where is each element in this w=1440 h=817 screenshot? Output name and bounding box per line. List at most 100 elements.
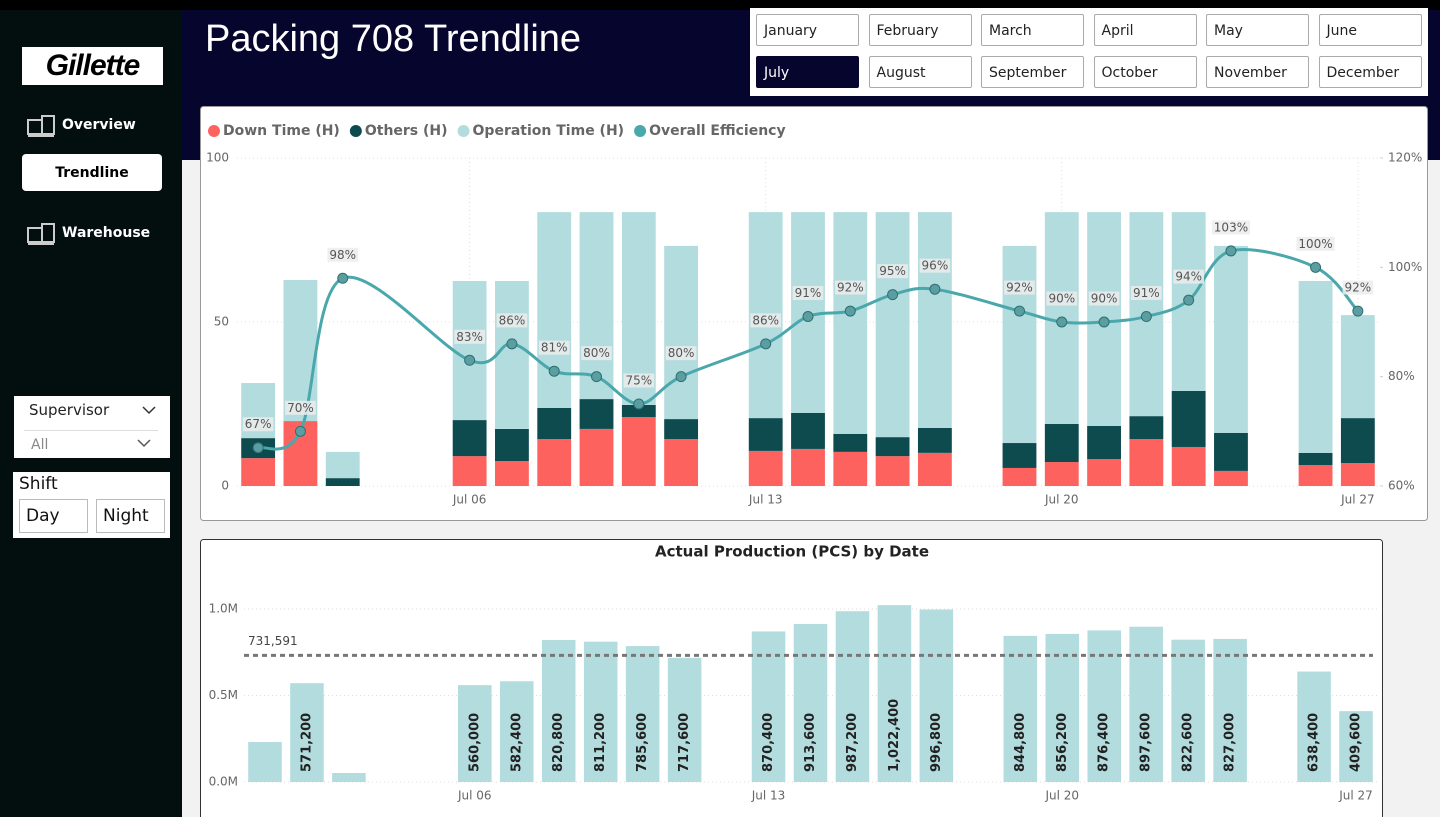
label-bg xyxy=(877,264,908,279)
month-button[interactable]: November xyxy=(1206,56,1309,88)
label-bg xyxy=(623,373,655,388)
bar xyxy=(625,646,660,782)
data-label: 582,400 xyxy=(509,713,524,772)
legend-marker xyxy=(634,125,647,137)
month-button[interactable]: October xyxy=(1093,56,1197,88)
point xyxy=(929,283,941,295)
bar xyxy=(537,439,572,486)
shift-button[interactable]: Night xyxy=(96,499,165,533)
point xyxy=(1098,316,1110,328)
bar xyxy=(748,418,783,451)
month-button[interactable]: May xyxy=(1206,14,1309,46)
month-button[interactable]: January xyxy=(756,14,859,46)
y-tick-label: 1.0M xyxy=(209,602,238,616)
bar xyxy=(332,773,366,782)
bar xyxy=(1340,463,1375,486)
bar xyxy=(917,427,952,453)
bar xyxy=(458,685,492,782)
bar xyxy=(1297,671,1331,782)
data-label: 67% xyxy=(245,417,272,431)
point xyxy=(844,305,856,317)
label-bg xyxy=(750,313,782,328)
nav-item[interactable]: Warehouse xyxy=(22,214,172,251)
bar xyxy=(452,281,487,421)
bar xyxy=(664,439,699,486)
y2-tick-label: 60% xyxy=(1388,479,1415,493)
data-label: 811,200 xyxy=(593,713,608,772)
data-label: 571,200 xyxy=(299,713,314,772)
label-bg xyxy=(919,258,951,273)
data-label: 913,600 xyxy=(803,713,818,772)
x-tick-label: Jul 20 xyxy=(1044,493,1079,507)
data-label: 876,400 xyxy=(1097,713,1112,772)
point xyxy=(464,354,476,366)
point xyxy=(1183,294,1195,306)
y2-tick-label: 120% xyxy=(1388,151,1422,165)
bar xyxy=(248,742,282,782)
legend-marker xyxy=(349,125,362,137)
chevron[interactable] xyxy=(141,404,157,416)
legend-marker xyxy=(208,125,220,137)
bar xyxy=(283,280,318,422)
data-label: 844,800 xyxy=(1013,713,1028,772)
point xyxy=(1056,316,1068,328)
bar xyxy=(499,681,534,782)
dropdown-value: All xyxy=(31,437,49,453)
data-label: 103% xyxy=(1214,220,1248,234)
nav-item[interactable]: Trendline xyxy=(22,154,162,191)
data-label: 96% xyxy=(922,259,949,273)
bar xyxy=(1044,462,1079,486)
month-button[interactable]: April xyxy=(1093,14,1197,46)
data-label: 91% xyxy=(1133,286,1160,300)
bar xyxy=(833,433,868,452)
month-button[interactable]: March xyxy=(981,14,1084,46)
data-label: 987,200 xyxy=(845,713,860,772)
bar xyxy=(1340,418,1375,464)
bar xyxy=(791,448,825,486)
month-button[interactable]: September xyxy=(981,56,1084,88)
nav-item[interactable]: Overview xyxy=(22,106,172,143)
nav-label: Overview xyxy=(62,116,136,133)
month-button[interactable]: February xyxy=(868,14,972,46)
bar xyxy=(1339,711,1373,782)
point xyxy=(506,338,518,350)
logo: Gillette xyxy=(22,47,163,85)
x-tick-label: Jul 27 xyxy=(1340,493,1375,507)
bar xyxy=(579,428,614,486)
data-label: 785,600 xyxy=(635,713,650,772)
legend-label: Others (H) xyxy=(365,123,448,139)
month-button[interactable]: July xyxy=(756,56,859,88)
dropdown[interactable]: All xyxy=(24,430,158,456)
data-label: 822,600 xyxy=(1181,713,1196,772)
bar xyxy=(1171,639,1205,782)
month-slicer: January February March April May June July Augu… xyxy=(750,8,1428,96)
point xyxy=(802,311,814,323)
label-bg xyxy=(1004,280,1035,295)
bar xyxy=(537,407,572,440)
bar xyxy=(1045,633,1080,782)
point xyxy=(1352,305,1364,317)
bar xyxy=(579,212,614,400)
bar xyxy=(664,245,699,420)
point xyxy=(337,272,349,284)
point xyxy=(1140,311,1152,323)
data-label: 1,022,400 xyxy=(887,699,902,772)
data-label: 98% xyxy=(329,248,356,262)
data-label: 409,600 xyxy=(1349,713,1364,772)
point xyxy=(1013,305,1025,317)
data-label: 83% xyxy=(456,330,483,344)
shift-slicer: Shift Day Night xyxy=(13,472,170,538)
month-button[interactable]: December xyxy=(1318,56,1422,88)
nav-label: Trendline xyxy=(55,164,129,181)
month-button[interactable]: August xyxy=(868,56,972,88)
legend-marker xyxy=(457,125,470,137)
bar xyxy=(1129,439,1164,486)
chart-title: Actual Production (PCS) by Date xyxy=(655,543,929,561)
data-label: 70% xyxy=(287,401,314,415)
data-label: 81% xyxy=(541,341,568,355)
month-button[interactable]: June xyxy=(1318,14,1422,46)
shift-button[interactable]: Day xyxy=(19,499,88,533)
chart-panel xyxy=(200,539,1383,817)
